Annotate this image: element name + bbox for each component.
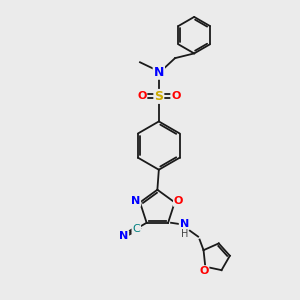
Text: O: O — [171, 92, 181, 101]
Text: N: N — [180, 219, 189, 229]
Text: O: O — [137, 92, 146, 101]
Text: H: H — [181, 229, 188, 239]
Text: N: N — [119, 231, 128, 241]
Text: O: O — [174, 196, 183, 206]
Text: S: S — [154, 90, 163, 103]
Text: N: N — [131, 196, 140, 206]
Text: N: N — [154, 66, 164, 79]
Text: O: O — [199, 266, 208, 276]
Text: C: C — [132, 224, 140, 234]
